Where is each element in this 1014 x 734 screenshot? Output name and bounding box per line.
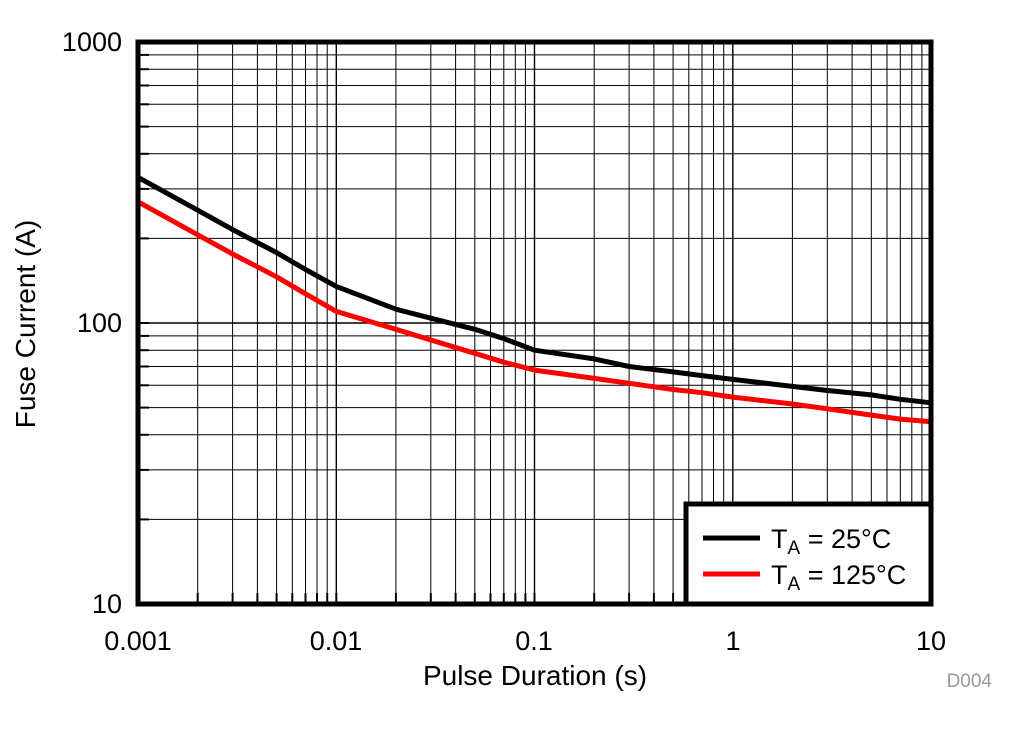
y-tick-1000: 1000	[61, 27, 122, 57]
legend-label-125c-value: = 125°C	[800, 560, 907, 590]
y-tick-100: 100	[76, 308, 122, 338]
legend-label-125c-symbol: T	[771, 560, 788, 590]
x-tick-0p001: 0.001	[104, 626, 172, 656]
y-axis-title: Fuse Current (A)	[10, 219, 41, 429]
watermark: D004	[946, 671, 992, 692]
y-tick-10: 10	[91, 589, 122, 619]
legend-label-125c-subscript: A	[787, 574, 801, 595]
legend-label-125c: TA = 125°C	[771, 560, 907, 594]
legend-label-25c-subscript: A	[787, 538, 801, 559]
x-tick-0p1: 0.1	[515, 626, 553, 656]
legend-label-25c-value: = 25°C	[800, 524, 892, 554]
legend-label-25c: TA = 25°C	[771, 524, 892, 558]
x-tick-10: 10	[915, 626, 947, 656]
x-tick-1: 1	[725, 626, 741, 656]
x-tick-0p01: 0.01	[309, 626, 363, 656]
legend-label-25c-symbol: T	[771, 524, 788, 554]
x-axis-title: Pulse Duration (s)	[422, 660, 648, 691]
